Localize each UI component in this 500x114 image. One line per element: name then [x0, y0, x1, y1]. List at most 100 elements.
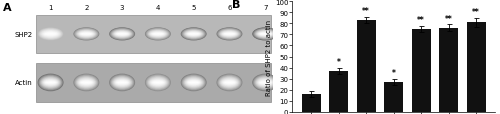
Ellipse shape — [114, 79, 130, 86]
Ellipse shape — [258, 32, 272, 37]
Ellipse shape — [118, 82, 126, 83]
Ellipse shape — [253, 75, 278, 91]
Ellipse shape — [76, 30, 96, 39]
Ellipse shape — [183, 76, 204, 89]
Bar — [439, 28, 458, 112]
Ellipse shape — [118, 34, 126, 35]
Ellipse shape — [148, 76, 169, 89]
Ellipse shape — [185, 31, 202, 38]
Ellipse shape — [110, 75, 134, 91]
Ellipse shape — [110, 29, 134, 40]
Ellipse shape — [146, 75, 170, 90]
Ellipse shape — [75, 76, 98, 90]
Ellipse shape — [40, 29, 62, 40]
Text: *: * — [392, 68, 396, 77]
Text: **: ** — [445, 15, 452, 24]
Ellipse shape — [77, 78, 96, 88]
Ellipse shape — [152, 80, 164, 85]
Ellipse shape — [74, 74, 100, 91]
Ellipse shape — [145, 28, 171, 41]
Ellipse shape — [80, 33, 92, 36]
Ellipse shape — [148, 77, 168, 89]
Ellipse shape — [182, 76, 205, 90]
Ellipse shape — [217, 75, 242, 91]
Ellipse shape — [80, 80, 94, 86]
Ellipse shape — [224, 34, 234, 35]
Ellipse shape — [183, 30, 204, 39]
Bar — [466, 23, 486, 112]
Bar — [412, 30, 431, 112]
Ellipse shape — [216, 74, 242, 91]
Ellipse shape — [253, 28, 278, 41]
Ellipse shape — [42, 79, 58, 87]
Ellipse shape — [146, 75, 171, 91]
Ellipse shape — [150, 79, 166, 86]
Ellipse shape — [46, 34, 55, 35]
Ellipse shape — [151, 32, 165, 37]
Ellipse shape — [116, 33, 128, 36]
Ellipse shape — [258, 79, 273, 86]
Ellipse shape — [109, 28, 135, 41]
Ellipse shape — [43, 79, 58, 86]
Ellipse shape — [81, 34, 92, 35]
Ellipse shape — [254, 29, 276, 40]
Ellipse shape — [188, 82, 199, 84]
Ellipse shape — [218, 29, 240, 40]
Ellipse shape — [258, 32, 273, 37]
Ellipse shape — [260, 34, 270, 35]
Ellipse shape — [224, 33, 235, 36]
Ellipse shape — [38, 75, 63, 91]
Ellipse shape — [42, 31, 60, 38]
Ellipse shape — [78, 78, 95, 87]
Ellipse shape — [188, 80, 200, 85]
Ellipse shape — [146, 28, 171, 41]
Ellipse shape — [113, 31, 132, 39]
Ellipse shape — [219, 30, 240, 39]
Ellipse shape — [218, 76, 240, 90]
Ellipse shape — [44, 80, 57, 85]
Ellipse shape — [222, 80, 236, 86]
Ellipse shape — [38, 28, 64, 41]
Ellipse shape — [189, 82, 198, 83]
Ellipse shape — [254, 75, 277, 90]
Ellipse shape — [182, 75, 206, 90]
Ellipse shape — [151, 80, 165, 86]
Ellipse shape — [224, 82, 234, 84]
Ellipse shape — [186, 79, 201, 86]
Ellipse shape — [44, 32, 58, 37]
Ellipse shape — [150, 32, 166, 37]
Ellipse shape — [149, 31, 166, 38]
Text: **: ** — [418, 16, 425, 25]
Ellipse shape — [153, 82, 163, 84]
Ellipse shape — [76, 30, 97, 39]
Ellipse shape — [116, 33, 128, 36]
Ellipse shape — [75, 29, 98, 40]
Ellipse shape — [78, 79, 94, 87]
Ellipse shape — [256, 31, 274, 38]
Ellipse shape — [41, 31, 60, 39]
Ellipse shape — [222, 32, 236, 37]
Ellipse shape — [117, 82, 127, 84]
Ellipse shape — [112, 76, 132, 89]
Ellipse shape — [44, 80, 58, 86]
Ellipse shape — [254, 76, 276, 90]
Ellipse shape — [82, 34, 91, 35]
Ellipse shape — [45, 33, 56, 36]
Ellipse shape — [218, 75, 241, 90]
Ellipse shape — [77, 31, 96, 39]
Ellipse shape — [39, 29, 62, 40]
Ellipse shape — [150, 79, 166, 87]
Text: **: ** — [472, 8, 480, 17]
Ellipse shape — [74, 29, 98, 40]
Ellipse shape — [189, 34, 198, 35]
Ellipse shape — [260, 81, 271, 84]
Ellipse shape — [152, 33, 164, 36]
Ellipse shape — [43, 32, 58, 37]
Ellipse shape — [110, 75, 134, 90]
Ellipse shape — [146, 29, 169, 40]
Ellipse shape — [76, 77, 96, 89]
Ellipse shape — [46, 82, 55, 83]
Ellipse shape — [184, 31, 203, 39]
Ellipse shape — [257, 79, 274, 87]
Y-axis label: Ratio of SHP2 to actin: Ratio of SHP2 to actin — [266, 19, 272, 95]
